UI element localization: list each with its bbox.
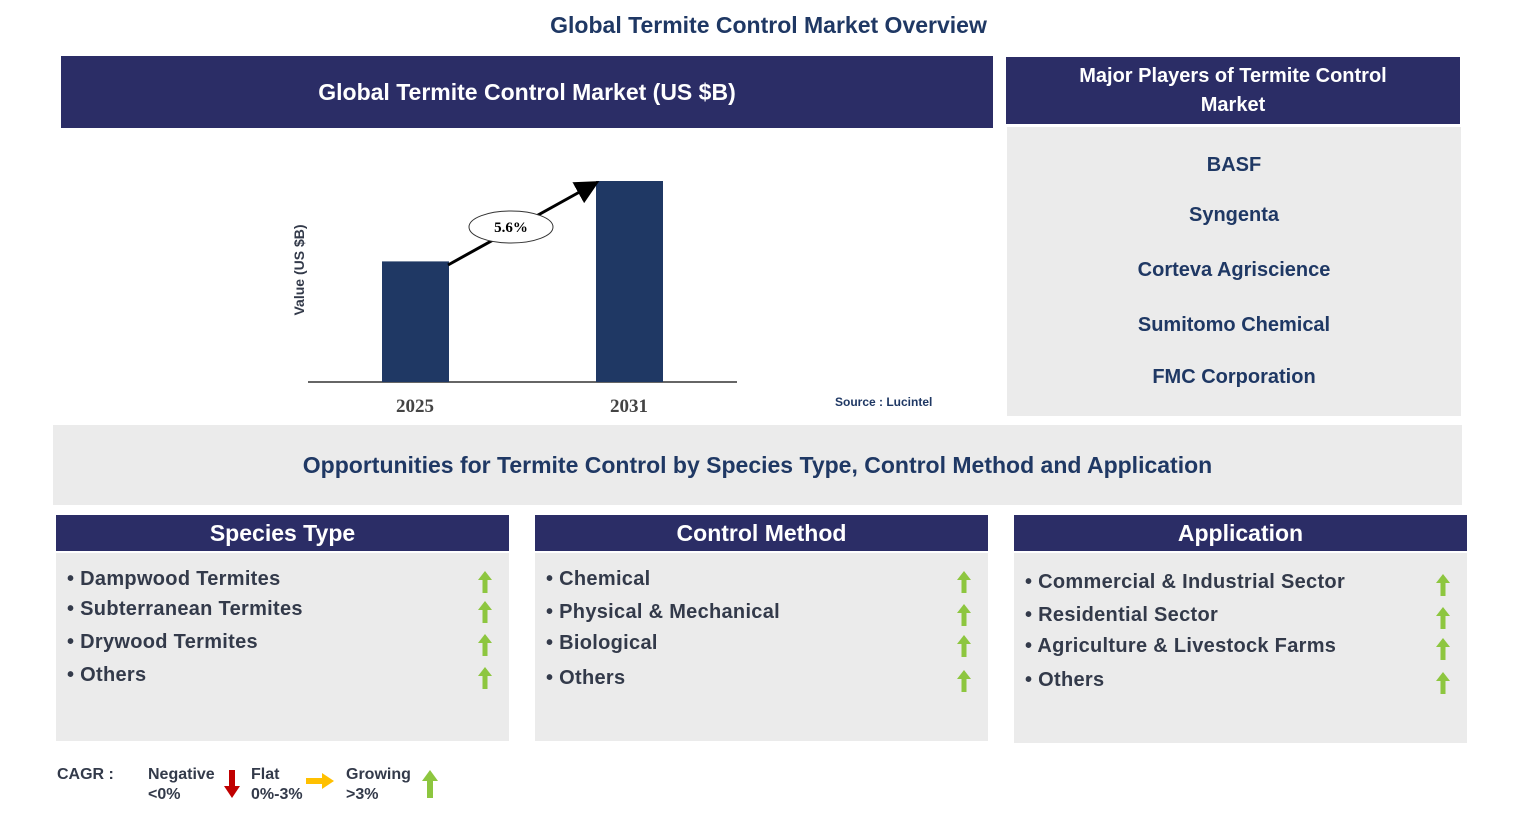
opportunities-title: Opportunities for Termite Control by Spe… — [53, 425, 1462, 505]
bar-2025 — [382, 261, 449, 382]
up-arrow-icon — [422, 770, 438, 798]
legend-negative-label: Negative — [148, 766, 215, 783]
up-arrow-icon — [957, 670, 971, 692]
list-item-label: Physical & Mechanical — [559, 601, 781, 623]
list-item-label: Residential Sector — [1038, 604, 1219, 626]
player-item: Corteva Agriscience — [1137, 259, 1331, 281]
list-item: • Dampwood Termites — [67, 568, 281, 590]
up-arrow-icon — [1436, 607, 1450, 629]
legend-flat: Flat 0%-3% — [251, 765, 303, 805]
list-item: • Others — [1025, 669, 1105, 691]
list-item: • Agriculture & Livestock Farms — [1025, 635, 1337, 657]
list-item: • Residential Sector — [1025, 604, 1219, 626]
player-item: FMC Corporation — [1152, 366, 1316, 388]
up-arrow-icon — [478, 667, 492, 689]
list-item: • Others — [546, 667, 626, 689]
list-item: • Chemical — [546, 568, 651, 590]
list-item-label: Commercial & Industrial Sector — [1038, 571, 1346, 593]
bar-2031 — [596, 181, 663, 382]
player-item: BASF — [1206, 154, 1262, 176]
market-bar-chart: Value (US $B) 2025 2031 5.6% — [291, 181, 737, 417]
up-arrow-icon — [1436, 638, 1450, 660]
up-arrow-icon — [957, 571, 971, 593]
list-item: • Commercial & Industrial Sector — [1025, 571, 1346, 593]
legend-flat-label: Flat — [251, 766, 280, 783]
cagr-label: 5.6% — [494, 220, 528, 236]
up-arrow-icon — [478, 571, 492, 593]
list-item-label: Agriculture & Livestock Farms — [1037, 635, 1337, 657]
legend-cagr-label: CAGR : — [57, 766, 114, 783]
list-item: • Subterranean Termites — [67, 598, 303, 620]
list-item: • Others — [67, 664, 147, 686]
legend-negative: Negative <0% — [148, 765, 215, 805]
legend-negative-range: <0% — [148, 786, 181, 803]
list-item-label: Dampwood Termites — [80, 568, 281, 590]
up-arrow-icon — [478, 601, 492, 623]
legend-growing-range: >3% — [346, 786, 379, 803]
cagr-bubble — [468, 210, 554, 244]
market-chart-header: Global Termite Control Market (US $B) — [61, 56, 993, 128]
down-arrow-icon — [224, 770, 240, 798]
list-item-label: Drywood Termites — [80, 631, 258, 653]
list-item-label: Biological — [559, 632, 658, 654]
list-item-label: Others — [1038, 669, 1105, 691]
column-header: Species Type — [56, 515, 509, 551]
page-title: Global Termite Control Market Overview — [550, 12, 987, 38]
up-arrow-icon — [957, 604, 971, 626]
column-header: Control Method — [535, 515, 988, 551]
list-item: • Physical & Mechanical — [546, 601, 781, 623]
legend-growing-label: Growing — [346, 766, 411, 783]
up-arrow-icon — [1436, 574, 1450, 596]
player-item: Syngenta — [1188, 204, 1280, 226]
column-panel — [56, 553, 509, 741]
legend-flat-range: 0%-3% — [251, 786, 303, 803]
list-item: • Biological — [546, 632, 658, 654]
list-item-label: Chemical — [559, 568, 651, 590]
legend-growing: Growing >3% — [346, 765, 411, 805]
player-item: Sumitomo Chemical — [1137, 314, 1331, 336]
list-item-label: Others — [559, 667, 626, 689]
y-axis-label: Value (US $B) — [291, 224, 307, 315]
x-tick-label: 2031 — [610, 396, 648, 417]
x-tick-label: 2025 — [396, 396, 434, 417]
up-arrow-icon — [957, 635, 971, 657]
up-arrow-icon — [478, 634, 492, 656]
right-arrow-icon — [306, 773, 334, 789]
list-item: • Drywood Termites — [67, 631, 258, 653]
column-panel — [1014, 553, 1467, 743]
list-item-label: Subterranean Termites — [80, 598, 303, 620]
players-header: Major Players of Termite Control Market — [1006, 57, 1460, 124]
players-panel: BASF Syngenta Corteva Agriscience Sumito… — [1007, 127, 1461, 416]
list-item-label: Others — [80, 664, 147, 686]
column-panel — [535, 553, 988, 741]
up-arrow-icon — [1436, 672, 1450, 694]
source-note: Source : Lucintel — [835, 395, 933, 409]
column-header: Application — [1014, 515, 1467, 551]
